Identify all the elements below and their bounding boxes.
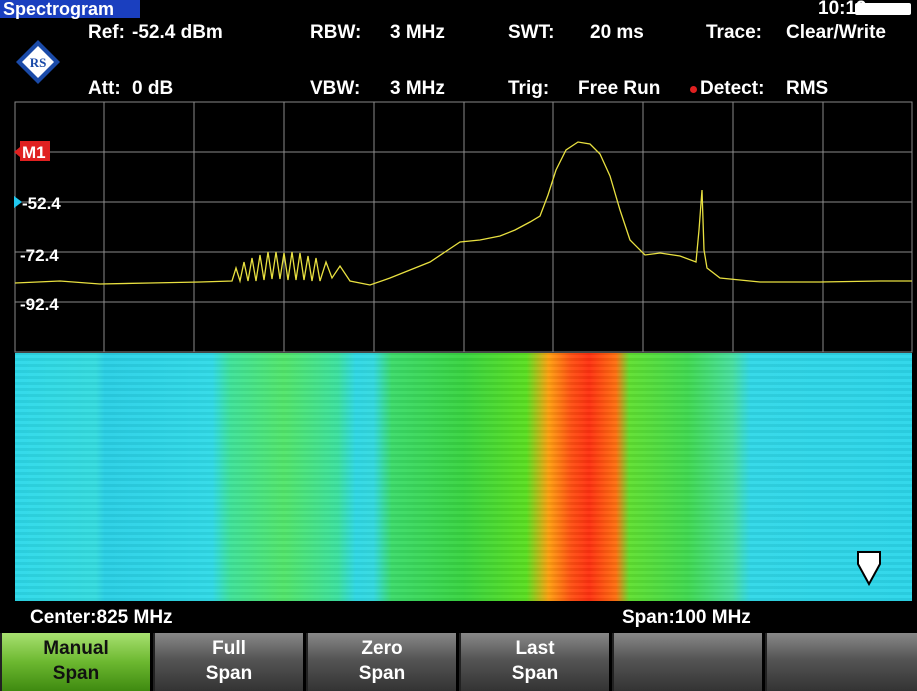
span: Span:100 MHz [622,607,751,628]
softkey[interactable] [612,633,762,691]
softkey-label: Span [205,663,253,684]
logo: RS [16,40,60,84]
vbw-label: VBW: [310,78,361,99]
level-label: -52.4 [22,194,61,213]
trig-value: Free Run [578,78,661,99]
title: Spectrogram [3,0,115,19]
detect-dot [690,86,697,93]
vbw-value: 3 MHz [390,78,445,99]
softkey-label: Last [515,638,555,659]
ref-label: Ref: [88,22,125,43]
softkey[interactable] [765,633,917,691]
softkey-label: Span [358,663,406,684]
ref-indicator [14,196,22,208]
softkey-label: Span [511,663,559,684]
level-label: -72.4 [20,246,59,265]
title-bg [0,0,140,18]
swt-value: 20 ms [590,22,644,43]
ref-value: -52.4 dBm [132,22,223,43]
marker-tag [20,141,50,161]
softkey[interactable]: Manual Span [0,633,150,691]
swt-label: SWT: [508,22,555,43]
softkey-label: Full [212,638,246,659]
status-bar [0,0,917,18]
svg-text:RS: RS [30,55,47,70]
softkey[interactable]: Last Span [459,633,609,691]
softkey[interactable]: Full Span [153,633,303,691]
marker-label: M1 [22,143,46,162]
battery [855,3,911,15]
center-frequency: Center:825 MHz [30,607,173,628]
rbw-value: 3 MHz [390,22,445,43]
att-label: Att: [88,78,121,99]
att-value: 0 dB [132,78,174,99]
spectrogram [15,353,912,601]
detect-label: Detect: [700,78,765,99]
trace [14,141,912,286]
rbw-label: RBW: [310,22,362,43]
softkey-label: Zero [361,638,403,659]
softkey[interactable]: Zero Span [306,633,456,691]
detect-value: RMS [786,78,829,99]
trig-label: Trig: [508,78,550,99]
level-label: -92.4 [20,295,59,314]
trace-value: Clear/Write [786,22,886,43]
softkey-label: Span [52,663,100,684]
trace-plot: M1 -52.4 -72.4 -92.4 [14,101,913,353]
clock: 10:19 [818,0,867,19]
time-cursor [857,551,881,587]
softkey-label: Manual [43,638,109,659]
grid [15,102,912,352]
trace-label: Trace: [706,22,762,43]
